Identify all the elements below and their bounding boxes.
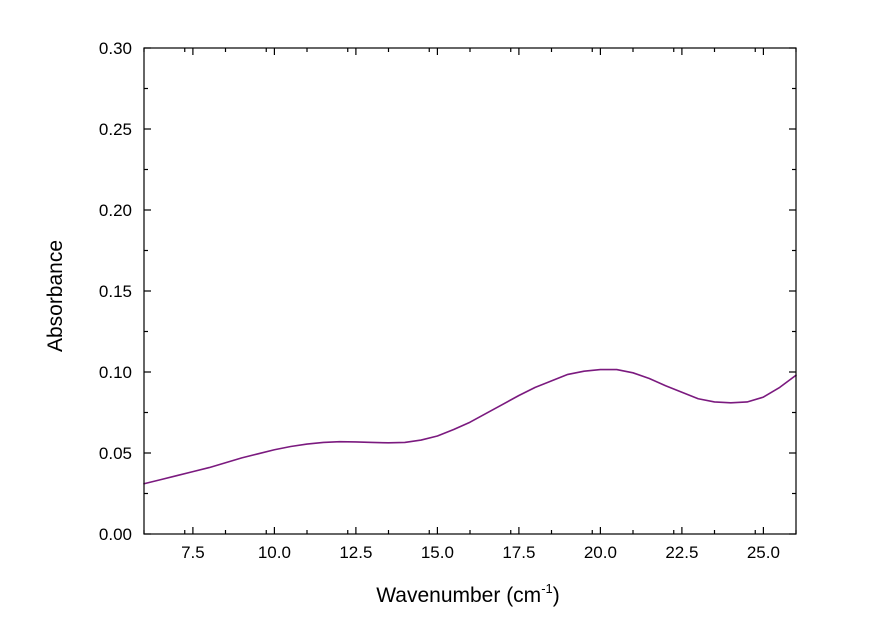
x-tick-label: 20.0: [584, 543, 617, 562]
y-tick-label: 0.10: [99, 363, 132, 382]
x-tick-label: 15.0: [421, 543, 454, 562]
y-axis-title: Absorbance: [44, 240, 67, 352]
y-tick-labels: 0.00 0.05 0.10 0.15 0.20 0.25 0.30: [99, 39, 132, 544]
y-tick-label: 0.00: [99, 525, 132, 544]
x-tick-label: 25.0: [747, 543, 780, 562]
x-axis-title: Wavenumber (cm-1): [376, 581, 560, 607]
plot-frame: [143, 47, 797, 535]
y-tick-label: 0.05: [99, 444, 132, 463]
x-tick-label: 7.5: [181, 543, 205, 562]
y-tick-label: 0.30: [99, 39, 132, 58]
x-tick-label: 10.0: [258, 543, 291, 562]
minor-ticks: [143, 48, 797, 534]
major-ticks: [144, 47, 796, 535]
y-tick-label: 0.15: [99, 282, 132, 301]
y-tick-label: 0.20: [99, 201, 132, 220]
y-tick-label: 0.25: [99, 120, 132, 139]
x-tick-label: 22.5: [665, 543, 698, 562]
x-tick-label: 17.5: [502, 543, 535, 562]
x-tick-label: 12.5: [339, 543, 372, 562]
absorbance-series-line: [143, 368, 797, 485]
x-tick-labels: 7.5 10.0 12.5 15.0 17.5 20.0 22.5 25.0: [181, 543, 780, 562]
